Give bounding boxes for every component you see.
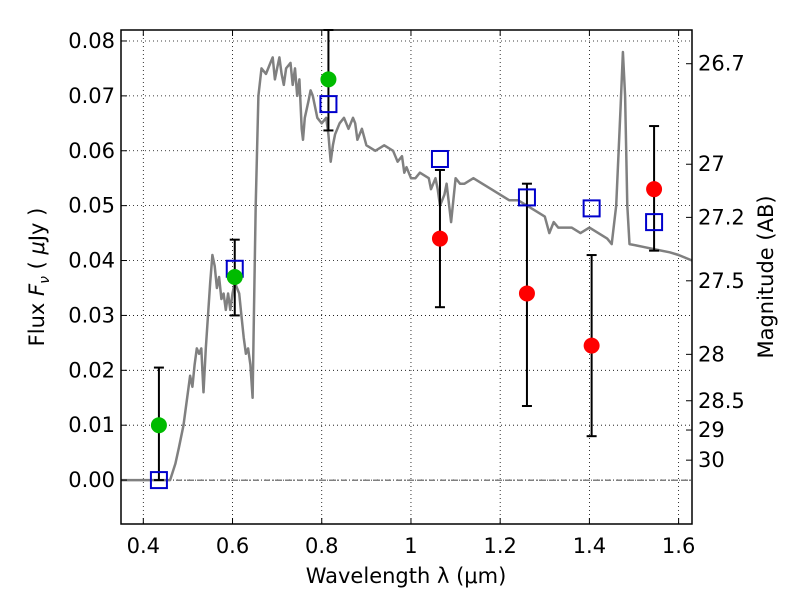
- tick-labels: 0.4 0.6 0.8 1 1.2 1.4 1.6 0.00 0.01 0.02 0.03 0.04 0…: [68, 29, 745, 558]
- markers: [149, 71, 664, 490]
- circle-marker: [320, 71, 337, 88]
- ticks: [121, 30, 692, 524]
- y2-tick-label: 28.5: [698, 389, 745, 413]
- circle-marker: [583, 337, 600, 354]
- y2-tick-label: 27: [698, 152, 725, 176]
- error-bars: [153, 29, 660, 482]
- y2-tick-label: 27.2: [698, 205, 745, 229]
- y-tick-label: 0.03: [68, 303, 115, 327]
- y-tick-label: 0.06: [68, 139, 115, 163]
- y-tick-label: 0.08: [68, 29, 115, 53]
- y2-tick-label: 30: [698, 448, 725, 472]
- x-tick-label: 0.4: [127, 534, 160, 558]
- square-marker: [149, 471, 168, 490]
- y-axis-label: Flux Fν ( μJy ): [25, 208, 53, 347]
- y-tick-label: 0.00: [68, 468, 115, 492]
- series: [121, 50, 693, 482]
- y2-axis-label: Magnitude (AB): [754, 195, 778, 358]
- grid: [121, 30, 692, 524]
- y-tick-label: 0.04: [68, 249, 115, 273]
- square-marker: [430, 149, 449, 168]
- square-marker: [319, 95, 338, 114]
- x-tick-label: 0.8: [305, 534, 338, 558]
- y2-tick-label: 26.7: [698, 52, 745, 76]
- plot-frame: [120, 29, 693, 525]
- y2-tick-label: 29: [698, 418, 725, 442]
- square-marker: [645, 213, 664, 232]
- y-tick-label: 0.05: [68, 194, 115, 218]
- y2-tick-label: 28: [698, 342, 725, 366]
- square-marker: [517, 188, 536, 207]
- circle-marker: [518, 285, 535, 302]
- circle-marker: [226, 269, 243, 285]
- x-tick-label: 1.6: [662, 534, 695, 558]
- circle-marker: [150, 417, 167, 434]
- model-spectrum-line: [121, 50, 693, 482]
- x-tick-label: 1.2: [483, 534, 516, 558]
- y-tick-label: 0.01: [68, 413, 115, 437]
- x-tick-label: 0.6: [216, 534, 249, 558]
- y-tick-label: 0.07: [68, 84, 115, 108]
- circle-marker: [646, 181, 663, 198]
- y2-tick-label: 27.5: [698, 269, 745, 293]
- circle-marker: [431, 230, 448, 247]
- x-tick-label: 1: [404, 534, 417, 558]
- x-tick-label: 1.4: [573, 534, 606, 558]
- y-tick-label: 0.02: [68, 358, 115, 382]
- square-marker: [582, 199, 601, 218]
- x-axis-label: Wavelength λ (μm): [306, 564, 507, 588]
